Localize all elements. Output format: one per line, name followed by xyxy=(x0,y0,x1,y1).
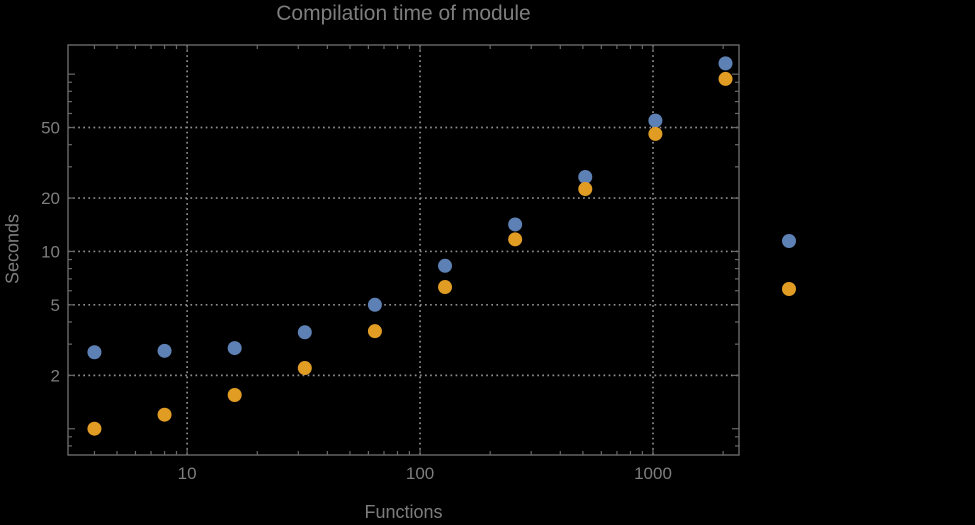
data-point-series-blue-x128 xyxy=(438,258,453,273)
data-point-series-blue-x4 xyxy=(87,345,102,360)
data-point-series-orange-x8 xyxy=(157,407,172,422)
data-point-series-orange-x128 xyxy=(438,280,453,295)
x-tick-label-1000: 1000 xyxy=(634,464,672,483)
plot-frame xyxy=(67,44,740,456)
x-tick-label-10: 10 xyxy=(178,464,197,483)
x-axis-label: Functions xyxy=(364,502,443,522)
data-point-series-orange-x64 xyxy=(367,324,382,339)
data-point-series-blue-x2048 xyxy=(718,56,733,71)
data-point-series-orange-x4 xyxy=(87,421,102,436)
data-point-series-orange-x1024 xyxy=(648,126,663,141)
data-point-series-blue-x16 xyxy=(227,341,242,356)
data-point-series-orange-x512 xyxy=(578,181,593,196)
data-point-series-blue-x8 xyxy=(157,343,172,358)
y-tick-label-20: 20 xyxy=(41,189,60,208)
legend-marker-orange xyxy=(782,282,796,296)
x-tick-label-100: 100 xyxy=(406,464,434,483)
data-point-series-blue-x512 xyxy=(578,169,593,184)
data-point-series-orange-x32 xyxy=(297,361,312,376)
y-tick-label-5: 5 xyxy=(51,296,60,315)
data-point-series-blue-x1024 xyxy=(648,113,663,128)
data-point-series-blue-x256 xyxy=(508,217,523,232)
chart-title: Compilation time of module xyxy=(276,2,531,25)
y-tick-label-2: 2 xyxy=(51,366,60,385)
y-tick-label-50: 50 xyxy=(41,119,60,138)
data-point-series-orange-x256 xyxy=(508,232,523,247)
data-point-series-blue-x64 xyxy=(367,297,382,312)
legend-marker-blue xyxy=(782,234,796,248)
y-tick-label-10: 10 xyxy=(41,242,60,261)
data-point-series-orange-x2048 xyxy=(718,71,733,86)
data-point-series-orange-x16 xyxy=(227,387,242,402)
data-point-series-blue-x32 xyxy=(297,325,312,340)
